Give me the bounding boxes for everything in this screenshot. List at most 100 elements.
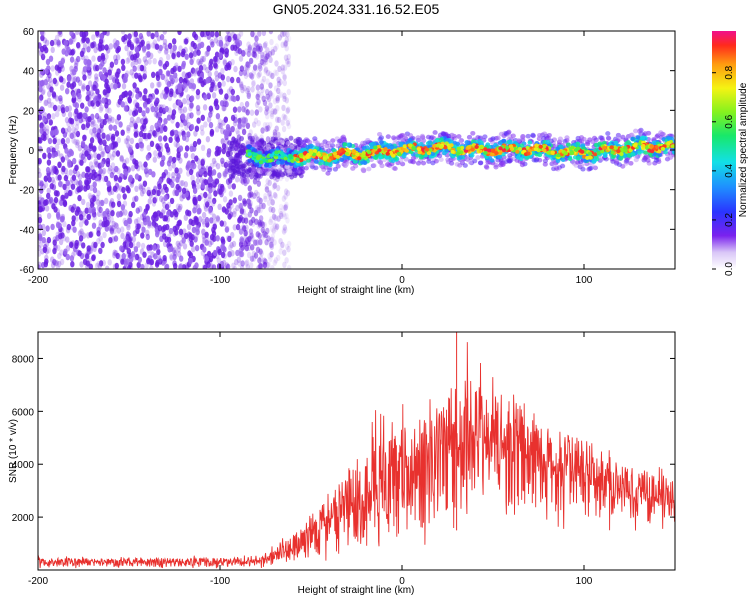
band-speck bbox=[630, 136, 635, 142]
noise-speck bbox=[171, 162, 176, 169]
band-speck bbox=[472, 158, 478, 164]
band-speck bbox=[350, 166, 356, 171]
noise-speck bbox=[137, 106, 143, 114]
band-speck bbox=[643, 150, 649, 155]
noise-speck bbox=[257, 257, 262, 264]
transition-speck bbox=[228, 150, 233, 156]
noise-speck bbox=[77, 173, 83, 181]
noise-speck bbox=[253, 117, 259, 125]
band-speck bbox=[442, 150, 447, 156]
noise-speck bbox=[44, 39, 50, 46]
noise-speck bbox=[200, 249, 206, 257]
band-speck bbox=[322, 139, 328, 145]
noise-speck bbox=[226, 88, 232, 95]
noise-speck bbox=[215, 163, 221, 170]
noise-speck bbox=[256, 205, 261, 212]
noise-speck bbox=[95, 31, 100, 37]
band-speck bbox=[655, 133, 661, 138]
band-speck bbox=[401, 154, 407, 159]
noise-speck bbox=[70, 176, 75, 183]
noise-speck bbox=[278, 238, 283, 245]
noise-speck bbox=[272, 191, 278, 199]
noise-speck bbox=[105, 265, 110, 269]
noise-speck bbox=[198, 215, 203, 223]
band-speck bbox=[642, 156, 648, 161]
noise-speck bbox=[115, 54, 121, 61]
noise-speck bbox=[170, 67, 175, 75]
noise-speck bbox=[58, 97, 63, 105]
noise-speck bbox=[273, 214, 278, 222]
noise-speck bbox=[223, 161, 229, 169]
noise-speck bbox=[275, 97, 280, 104]
noise-speck bbox=[265, 122, 270, 129]
noise-speck bbox=[173, 246, 178, 253]
noise-speck bbox=[120, 232, 125, 240]
noise-speck bbox=[95, 43, 101, 51]
noise-speck bbox=[142, 132, 147, 140]
noise-speck bbox=[151, 42, 156, 49]
noise-speck bbox=[159, 195, 164, 202]
noise-speck bbox=[273, 257, 279, 264]
noise-speck bbox=[143, 118, 148, 125]
noise-speck bbox=[82, 112, 87, 119]
noise-speck bbox=[201, 211, 207, 219]
noise-speck bbox=[136, 217, 141, 224]
noise-speck bbox=[248, 129, 253, 136]
noise-speck bbox=[235, 204, 240, 212]
noise-speck bbox=[134, 253, 140, 261]
noise-speck bbox=[134, 58, 139, 66]
noise-speck bbox=[205, 31, 211, 36]
noise-speck bbox=[55, 110, 60, 118]
noise-speck bbox=[222, 59, 227, 67]
noise-speck bbox=[55, 211, 61, 219]
noise-speck bbox=[195, 105, 201, 112]
noise-speck bbox=[59, 199, 64, 206]
noise-speck bbox=[219, 220, 224, 227]
noise-speck bbox=[268, 255, 273, 263]
noise-speck bbox=[67, 151, 72, 158]
band-speck bbox=[309, 161, 315, 166]
noise-speck bbox=[116, 200, 122, 208]
noise-speck bbox=[197, 194, 202, 202]
noise-speck bbox=[91, 41, 96, 48]
noise-speck bbox=[205, 77, 210, 84]
noise-speck bbox=[205, 66, 210, 74]
noise-speck bbox=[235, 127, 240, 135]
noise-speck bbox=[134, 72, 139, 79]
noise-speck bbox=[95, 64, 100, 72]
noise-speck bbox=[214, 150, 219, 157]
noise-speck bbox=[247, 44, 253, 51]
noise-speck bbox=[106, 210, 111, 217]
noise-speck bbox=[52, 92, 57, 100]
noise-speck bbox=[95, 100, 101, 107]
noise-speck bbox=[137, 64, 142, 72]
noise-speck bbox=[75, 31, 80, 36]
noise-speck bbox=[139, 190, 145, 197]
noise-speck bbox=[107, 152, 112, 159]
band-speck bbox=[628, 132, 634, 138]
band-speck bbox=[527, 140, 533, 145]
noise-speck bbox=[152, 212, 157, 219]
band-speck bbox=[437, 153, 443, 159]
noise-speck bbox=[201, 229, 206, 236]
noise-speck bbox=[275, 116, 280, 123]
noise-speck bbox=[175, 142, 180, 149]
noise-speck bbox=[265, 93, 270, 100]
noise-speck bbox=[140, 263, 145, 269]
noise-speck bbox=[257, 31, 262, 37]
noise-speck bbox=[64, 105, 70, 113]
noise-speck bbox=[257, 232, 262, 239]
noise-speck bbox=[104, 102, 109, 109]
noise-speck bbox=[92, 127, 97, 134]
noise-speck bbox=[275, 104, 280, 112]
noise-speck bbox=[60, 127, 66, 134]
noise-speck bbox=[86, 245, 91, 252]
noise-speck bbox=[283, 226, 288, 234]
noise-speck bbox=[127, 97, 132, 104]
noise-speck bbox=[109, 227, 114, 235]
noise-speck bbox=[248, 219, 253, 226]
noise-speck bbox=[183, 214, 188, 221]
noise-speck bbox=[196, 138, 202, 145]
noise-speck bbox=[120, 226, 125, 233]
noise-speck bbox=[175, 183, 180, 191]
